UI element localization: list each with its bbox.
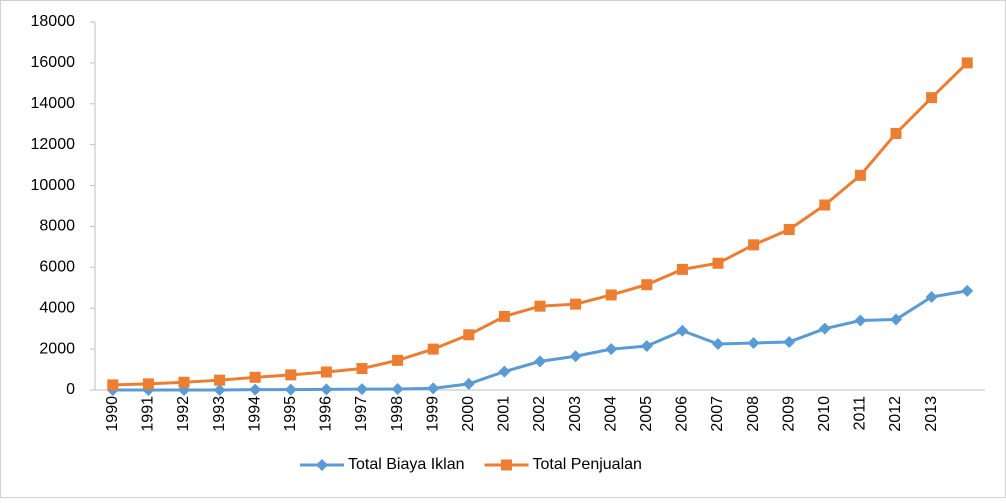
data-point xyxy=(462,377,475,390)
data-point xyxy=(570,298,582,310)
data-point xyxy=(249,371,261,383)
data-point xyxy=(783,335,796,348)
data-point xyxy=(249,383,262,396)
data-point xyxy=(213,384,226,396)
x-tick-label: 1997 xyxy=(353,396,370,432)
x-tick-label: 2012 xyxy=(887,396,904,432)
data-point xyxy=(534,300,546,312)
data-point xyxy=(890,127,902,139)
y-tick-label: 18000 xyxy=(31,13,76,30)
data-point xyxy=(747,336,760,349)
x-tick-label: 1991 xyxy=(140,396,157,432)
y-tick-label: 16000 xyxy=(31,54,76,71)
data-point xyxy=(854,314,867,327)
y-tick-label: 8000 xyxy=(39,218,75,235)
x-tick-label: 2007 xyxy=(709,396,726,432)
data-point xyxy=(498,310,510,322)
data-point xyxy=(427,343,439,355)
data-point xyxy=(748,239,760,251)
x-tick-label: 1998 xyxy=(389,396,406,432)
data-point xyxy=(712,257,724,269)
x-tick-label: 2006 xyxy=(674,396,691,432)
y-tick-label: 0 xyxy=(66,381,75,398)
y-tick-label: 6000 xyxy=(39,259,75,276)
x-tick-label: 1996 xyxy=(318,396,335,432)
data-point xyxy=(925,290,938,303)
legend-label: Total Biaya Iklan xyxy=(348,456,465,473)
y-tick-label: 12000 xyxy=(31,136,76,153)
x-tick-label: 1990 xyxy=(104,396,121,432)
data-point xyxy=(463,329,475,341)
data-point xyxy=(783,224,795,236)
legend-marker xyxy=(316,459,328,471)
data-point xyxy=(284,383,297,396)
data-point xyxy=(392,354,404,366)
data-point xyxy=(712,338,724,350)
data-point xyxy=(534,355,546,368)
x-tick-label: 1999 xyxy=(424,396,441,432)
x-tick-label: 2005 xyxy=(638,396,655,432)
x-tick-label: 1992 xyxy=(175,396,192,432)
x-tick-label: 1994 xyxy=(246,396,263,432)
x-tick-label: 2004 xyxy=(602,396,619,432)
x-tick-label: 2011 xyxy=(852,396,869,431)
data-point xyxy=(676,324,689,337)
data-point xyxy=(676,263,688,275)
data-point xyxy=(926,92,938,104)
data-point xyxy=(356,363,368,375)
x-tick-label: 2003 xyxy=(567,396,584,432)
x-tick-label: 2002 xyxy=(531,396,548,432)
data-point xyxy=(391,382,404,395)
data-point xyxy=(320,383,333,396)
x-tick-label: 2008 xyxy=(745,396,762,432)
data-point xyxy=(605,289,617,301)
x-tick-label: 2009 xyxy=(780,396,797,432)
data-point xyxy=(427,382,440,395)
data-point xyxy=(107,379,119,391)
data-point xyxy=(640,340,653,353)
data-point xyxy=(178,376,190,388)
x-tick-label: 1995 xyxy=(282,396,299,432)
x-tick-label: 2000 xyxy=(460,396,477,432)
data-point xyxy=(356,383,368,396)
data-point xyxy=(819,199,831,211)
x-tick-label: 2010 xyxy=(816,396,833,432)
legend-label: Total Penjualan xyxy=(533,456,642,473)
y-tick-label: 10000 xyxy=(31,177,76,194)
data-point xyxy=(818,322,831,335)
data-point xyxy=(285,369,297,381)
data-point xyxy=(605,343,618,356)
y-tick-label: 2000 xyxy=(39,340,75,357)
y-tick-label: 14000 xyxy=(31,95,76,112)
x-tick-label: 1993 xyxy=(211,396,228,432)
legend-marker xyxy=(501,459,513,471)
data-point xyxy=(569,350,582,363)
y-tick-label: 4000 xyxy=(39,299,75,316)
data-point xyxy=(142,378,154,390)
data-point xyxy=(854,169,866,181)
data-point xyxy=(890,313,902,326)
data-point xyxy=(641,279,653,291)
data-point xyxy=(961,57,973,69)
data-point xyxy=(320,366,332,378)
x-tick-label: 2001 xyxy=(496,396,513,432)
data-point xyxy=(961,284,974,297)
x-tick-label: 2013 xyxy=(923,396,940,432)
data-point xyxy=(498,365,511,378)
data-point xyxy=(214,374,226,386)
